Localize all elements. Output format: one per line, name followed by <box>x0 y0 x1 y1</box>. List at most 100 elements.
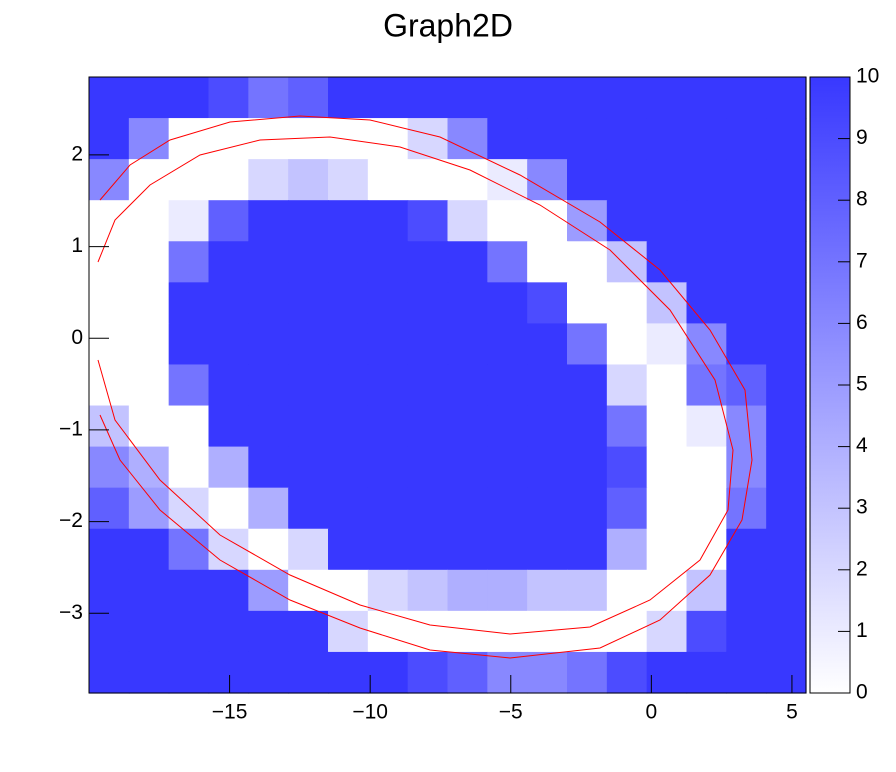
heatmap-cell <box>248 159 289 201</box>
heatmap-cell <box>208 405 249 448</box>
z-tick-label: 10 <box>856 65 879 88</box>
heatmap-cell <box>726 118 767 160</box>
heatmap-cell <box>567 405 608 448</box>
heatmap-cell <box>766 200 807 242</box>
heatmap-cell <box>328 528 369 571</box>
heatmap-cell <box>208 77 249 119</box>
heatmap-cell <box>686 528 727 571</box>
heatmap-cell <box>168 446 210 489</box>
x-tick-label: 0 <box>646 701 658 724</box>
heatmap-cell <box>487 446 528 489</box>
heatmap-cell <box>726 77 767 119</box>
heatmap-cell <box>527 118 568 160</box>
heatmap-cell <box>407 569 449 612</box>
heatmap-cell <box>128 651 170 694</box>
heatmap-cell <box>447 200 488 242</box>
y-tick-label: 2 <box>71 142 83 165</box>
y-tick-label: −3 <box>59 601 83 624</box>
heatmap-cell <box>328 323 369 366</box>
heatmap-cell <box>128 569 170 612</box>
heatmap-cell <box>168 528 210 571</box>
heatmap-cell <box>726 364 767 407</box>
y-tick-label: 1 <box>71 234 83 257</box>
heatmap-cell <box>328 159 369 201</box>
heatmap-cell <box>447 282 488 324</box>
heatmap-cell <box>89 569 130 612</box>
heatmap-cell <box>89 528 130 571</box>
heatmap-cell <box>527 282 568 324</box>
heatmap-cell <box>567 569 608 612</box>
heatmap-cell <box>248 610 289 653</box>
heatmap-cell <box>487 487 528 530</box>
heatmap-cell <box>288 364 329 407</box>
heatmap-cell <box>208 446 249 489</box>
heatmap-cell <box>407 651 449 694</box>
heatmap-cell <box>567 651 608 694</box>
z-tick-label: 0 <box>856 681 868 704</box>
z-tick-label: 9 <box>856 126 868 149</box>
heatmap-cell <box>367 569 409 612</box>
heatmap-cell <box>646 118 688 160</box>
heatmap-cell <box>407 610 449 653</box>
heatmap-cell <box>168 405 210 448</box>
heatmap-cell <box>407 200 449 242</box>
heatmap-cell <box>646 200 688 242</box>
heatmap-cell <box>328 118 369 160</box>
heatmap-cell <box>288 200 329 242</box>
heatmap-cell <box>89 77 130 119</box>
heatmap-cell <box>288 487 329 530</box>
heatmap-cell <box>686 200 727 242</box>
heatmap-cell <box>367 364 409 407</box>
heatmap-cell <box>128 528 170 571</box>
heatmap-cell <box>367 405 409 448</box>
heatmap-cell <box>686 159 727 201</box>
heatmap-cell <box>527 241 568 283</box>
heatmap-cell <box>726 282 767 324</box>
heatmap-cell <box>407 364 449 407</box>
heatmap-cell <box>208 364 249 407</box>
heatmap-cell <box>168 364 210 407</box>
heatmap-cell <box>328 77 369 119</box>
heatmap-cell <box>128 282 170 324</box>
heatmap-cell <box>447 405 488 448</box>
heatmap-cell <box>487 569 528 612</box>
heatmap-cell <box>646 528 688 571</box>
heatmap-cell <box>168 241 210 283</box>
heatmap-cell <box>766 528 807 571</box>
heatmap-cell <box>328 241 369 283</box>
heatmap-cell <box>447 77 488 119</box>
z-tick-label: 7 <box>856 249 868 272</box>
heatmap-cell <box>726 241 767 283</box>
heatmap-cell <box>288 282 329 324</box>
heatmap-cell <box>527 159 568 201</box>
heatmap-cell <box>606 159 648 201</box>
heatmap-cell <box>328 651 369 694</box>
heatmap-cell <box>646 446 688 489</box>
heatmap-cell <box>367 200 409 242</box>
x-tick-label: −10 <box>352 701 388 724</box>
heatmap-cell <box>766 282 807 324</box>
heatmap-cell <box>686 610 727 653</box>
heatmap-cell <box>567 487 608 530</box>
heatmap-cell <box>367 282 409 324</box>
heatmap-cell <box>766 651 807 694</box>
heatmap-cell <box>646 241 688 283</box>
heatmap-cell <box>407 77 449 119</box>
heatmap-cell <box>567 118 608 160</box>
heatmap-cell <box>168 200 210 242</box>
heatmap-cell <box>726 610 767 653</box>
heatmap-cell <box>208 118 249 160</box>
heatmap-cell <box>367 487 409 530</box>
heatmap-cell <box>686 77 727 119</box>
heatmap-cell <box>407 405 449 448</box>
heatmap-cell <box>527 323 568 366</box>
heatmap-cell <box>686 405 727 448</box>
heatmap-cell <box>248 77 289 119</box>
heatmap-cell <box>288 528 329 571</box>
z-tick-label: 8 <box>856 188 868 211</box>
heatmap-cell <box>646 405 688 448</box>
heatmap-cell <box>367 118 409 160</box>
heatmap-cell <box>567 159 608 201</box>
heatmap-cell <box>328 446 369 489</box>
heatmap-cell <box>527 200 568 242</box>
